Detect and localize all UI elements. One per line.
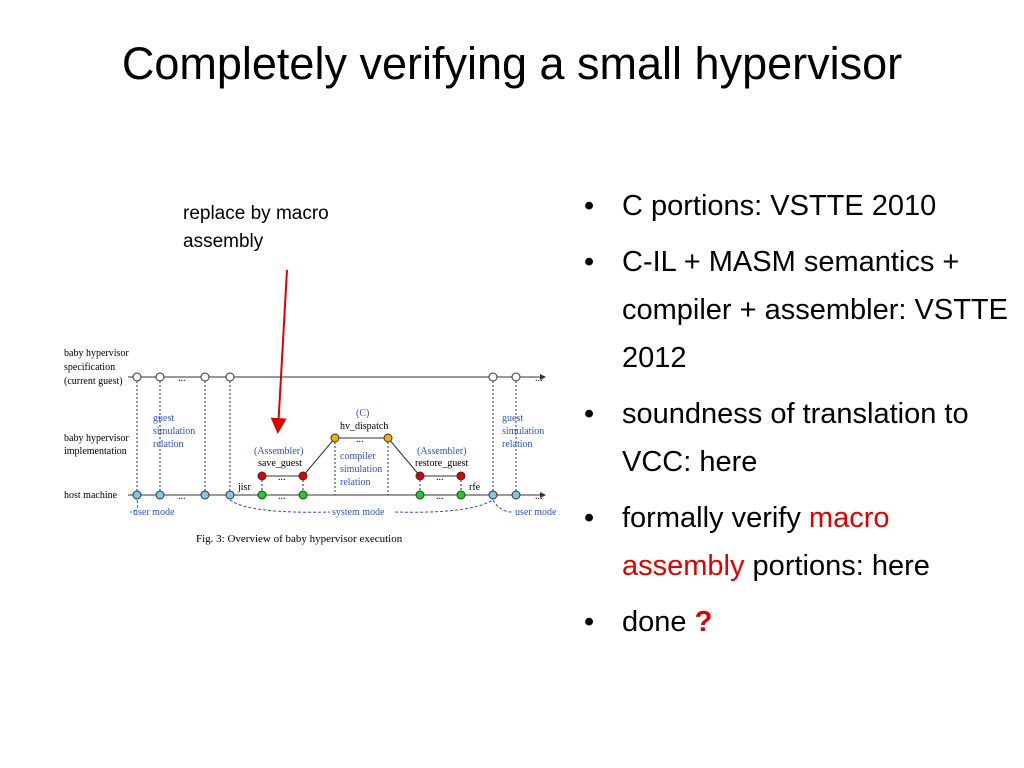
caption: Fig. 3: Overview of baby hypervisor exec… xyxy=(196,533,403,545)
code-label: (Assembler) xyxy=(417,446,466,457)
ellipsis: ... xyxy=(278,472,286,483)
row-label: baby hypervisor xyxy=(64,348,129,359)
bullet: C-IL + MASM semantics + compiler + assem… xyxy=(580,238,1020,382)
mode-label: user mode xyxy=(515,507,557,518)
ellipsis: ... xyxy=(178,491,186,502)
event-label: rfe xyxy=(469,482,481,493)
ellipsis: ... xyxy=(356,434,364,445)
bullet: soundness of translation to VCC: here xyxy=(580,390,1020,486)
relation-label: guest xyxy=(153,413,174,424)
row-label: baby hypervisor xyxy=(64,433,129,444)
relation-label: guest xyxy=(502,413,523,424)
ellipsis: ... xyxy=(436,491,444,502)
bullet: formally verify macro assembly portions:… xyxy=(580,494,1020,590)
bullet-text: C portions: VSTTE 2010 xyxy=(622,190,937,222)
annotation: replace by macro assembly xyxy=(183,203,329,252)
ellipsis: ... xyxy=(436,472,444,483)
code-label: save_guest xyxy=(258,458,302,469)
mode-label: system mode xyxy=(332,507,385,518)
bullet-list: C portions: VSTTE 2010 C-IL + MASM semant… xyxy=(580,182,1020,654)
bullet-text: macro assembly xyxy=(622,502,890,582)
ellipsis: ... xyxy=(535,373,543,384)
code-label: restore_guest xyxy=(415,458,469,469)
relation-label: relation xyxy=(340,477,371,488)
bullet-text: soundness of translation to VCC: here xyxy=(622,398,969,478)
ellipsis: ... xyxy=(535,491,543,502)
relation-label: relation xyxy=(153,439,184,450)
bullet-text: ? xyxy=(694,606,713,638)
slide-title: Completely verifying a small hypervisor xyxy=(121,38,903,89)
relation-label: simulation xyxy=(153,426,195,437)
ellipsis: ... xyxy=(178,373,186,384)
code-label: (Assembler) xyxy=(254,446,303,457)
mode-label: user mode xyxy=(133,507,175,518)
relation-label: relation xyxy=(502,439,533,450)
bullet-text: formally verify xyxy=(622,502,809,534)
bullet: done ? xyxy=(580,598,1020,646)
row-label: implementation xyxy=(64,446,127,457)
relation-label: simulation xyxy=(502,426,544,437)
bullet-text: done xyxy=(622,606,695,638)
bullet-text: C-IL + MASM semantics + compiler + assem… xyxy=(622,246,1008,374)
code-label: hv_dispatch xyxy=(340,421,388,432)
event-label: jisr xyxy=(237,482,251,493)
bullet-text: portions: here xyxy=(744,550,930,582)
diagram xyxy=(128,269,546,513)
ellipsis: ... xyxy=(278,491,286,502)
relation-label: compiler xyxy=(340,451,376,462)
row-label: (current guest) xyxy=(64,376,123,387)
bullet: C portions: VSTTE 2010 xyxy=(580,182,1020,230)
relation-label: simulation xyxy=(340,464,382,475)
code-label: (C) xyxy=(356,408,369,419)
row-label: specification xyxy=(64,362,115,373)
row-label: host machine xyxy=(64,490,118,501)
